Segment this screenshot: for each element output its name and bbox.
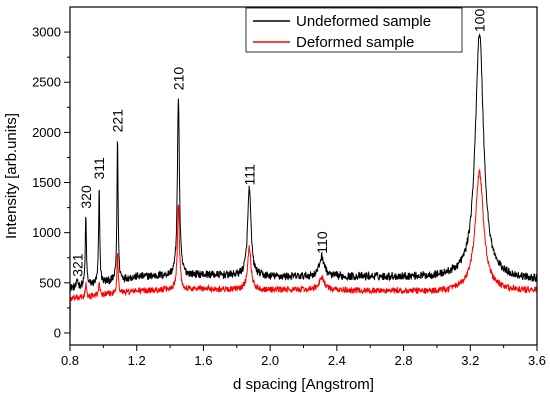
legend: Undeformed sample Deformed sample [245, 7, 463, 53]
x-tick-label: 2.4 [328, 353, 346, 368]
peak-label-311: 311 [91, 157, 107, 180]
peak-annotations: 321 320 311 221 210 111 110 100 [70, 9, 488, 277]
y-axis-label: Intensity [arb.units] [3, 113, 20, 239]
peak-label-111: 111 [241, 164, 257, 185]
x-tick-label: 2.0 [261, 353, 279, 368]
x-tick-label: 1.2 [128, 353, 146, 368]
y-axis: 0 500 1000 1500 2000 2500 3000 [32, 25, 70, 340]
y-tick-label: 500 [39, 275, 61, 290]
y-tick-label: 3000 [32, 25, 61, 40]
peak-label-321: 321 [70, 253, 86, 277]
y-tick-label: 2000 [32, 125, 61, 140]
plot-area [69, 33, 538, 333]
peak-label-100: 100 [472, 9, 488, 33]
peak-label-210: 210 [170, 67, 186, 91]
x-tick-label: 3.2 [461, 353, 479, 368]
peak-label-110: 110 [314, 231, 330, 254]
x-tick-label: 3.6 [528, 353, 546, 368]
peak-label-320: 320 [78, 185, 94, 209]
y-tick-label: 1500 [32, 175, 61, 190]
x-axis-label: d spacing [Angstrom] [233, 376, 374, 393]
legend-box [245, 7, 463, 53]
y-tick-label: 1000 [32, 225, 61, 240]
x-tick-label: 0.8 [61, 353, 79, 368]
x-tick-label: 1.6 [194, 353, 212, 368]
y-tick-label: 2500 [32, 75, 61, 90]
x-axis: 0.8 1.2 1.6 2.0 2.4 2.8 3.2 3.6 [61, 345, 546, 368]
series-line-deformed [69, 168, 538, 333]
x-tick-label: 2.8 [395, 353, 413, 368]
y-tick-label: 0 [54, 325, 61, 340]
peak-label-221: 221 [110, 109, 126, 133]
legend-label-undeformed: Undeformed sample [296, 13, 431, 30]
legend-label-deformed: Deformed sample [296, 34, 414, 51]
series-line-undeformed [69, 33, 538, 292]
